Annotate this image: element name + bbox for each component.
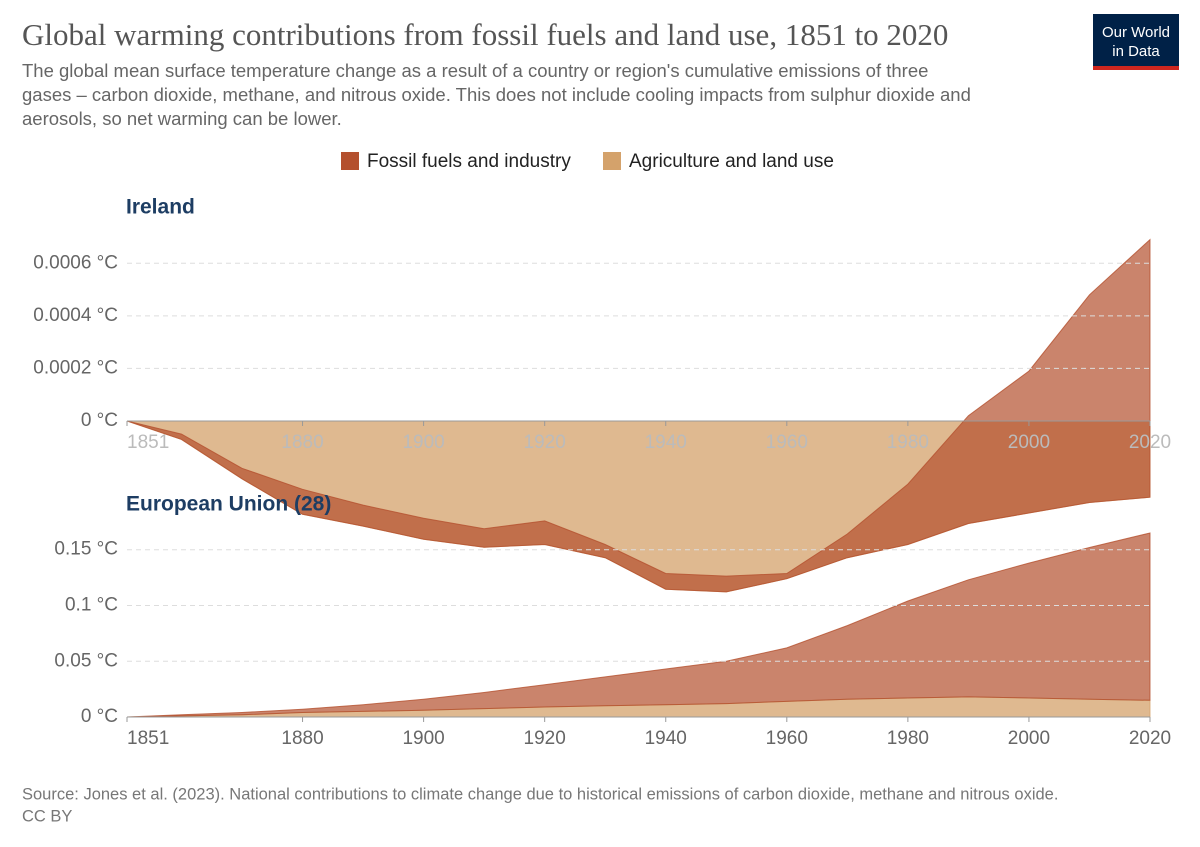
x-tick-label: 1980 — [887, 728, 929, 749]
logo-strip — [1093, 66, 1179, 70]
x-tick-label: 1940 — [645, 432, 687, 453]
x-tick-label: 2000 — [1008, 728, 1050, 749]
panel-title: Ireland — [126, 196, 195, 219]
source: Source: Jones et al. (2023). National co… — [22, 785, 1058, 803]
panel-title: European Union (28) — [126, 493, 331, 516]
y-tick-label: 0 °C — [81, 706, 118, 727]
subtitle: aerosols, so net warming can be lower. — [22, 108, 342, 129]
x-tick-label: 1880 — [281, 728, 323, 749]
x-tick-label: 1900 — [402, 728, 444, 749]
x-tick-label: 1920 — [524, 432, 566, 453]
legend-label: Agriculture and land use — [629, 151, 834, 172]
legend-swatch — [341, 152, 359, 170]
x-tick-label: 1900 — [402, 432, 444, 453]
x-tick-label: 1851 — [127, 728, 169, 749]
x-tick-label: 1920 — [524, 728, 566, 749]
title: Global warming contributions from fossil… — [22, 17, 948, 52]
logo — [1093, 14, 1179, 70]
x-tick-label: 1960 — [766, 432, 808, 453]
y-tick-label: 0.0002 °C — [33, 357, 118, 378]
y-tick-label: 0.1 °C — [65, 595, 118, 616]
areas — [126, 238, 1151, 718]
y-tick-label: 0.0006 °C — [33, 252, 118, 273]
y-tick-label: 0.15 °C — [54, 539, 118, 560]
subtitle: gases – carbon dioxide, methane, and nit… — [22, 84, 971, 105]
y-tick-label: 0.0004 °C — [33, 305, 118, 326]
x-tick-label: 2020 — [1129, 728, 1171, 749]
x-tick-label: 1960 — [766, 728, 808, 749]
y-tick-label: 0.05 °C — [54, 650, 118, 671]
legend-swatch — [603, 152, 621, 170]
logo-text: in Data — [1112, 43, 1160, 60]
x-tick-label: 1940 — [645, 728, 687, 749]
logo-text: Our World — [1102, 24, 1170, 41]
license: CC BY — [22, 807, 72, 825]
y-tick-label: 0 °C — [81, 410, 118, 431]
subtitle: The global mean surface temperature chan… — [22, 60, 928, 81]
x-tick-label: 1980 — [887, 432, 929, 453]
x-tick-label: 2020 — [1129, 432, 1171, 453]
area — [126, 238, 1151, 593]
x-tick-label: 2000 — [1008, 432, 1050, 453]
area — [126, 532, 1151, 718]
grids — [126, 262, 1151, 722]
legend-label: Fossil fuels and industry — [367, 151, 571, 172]
x-tick-label: 1880 — [281, 432, 323, 453]
labels: Ireland 0 °C 0.0002 °C 0.0004 °C 0.0006 °C 18… — [33, 196, 1171, 749]
x-tick-label: 1851 — [127, 432, 169, 453]
